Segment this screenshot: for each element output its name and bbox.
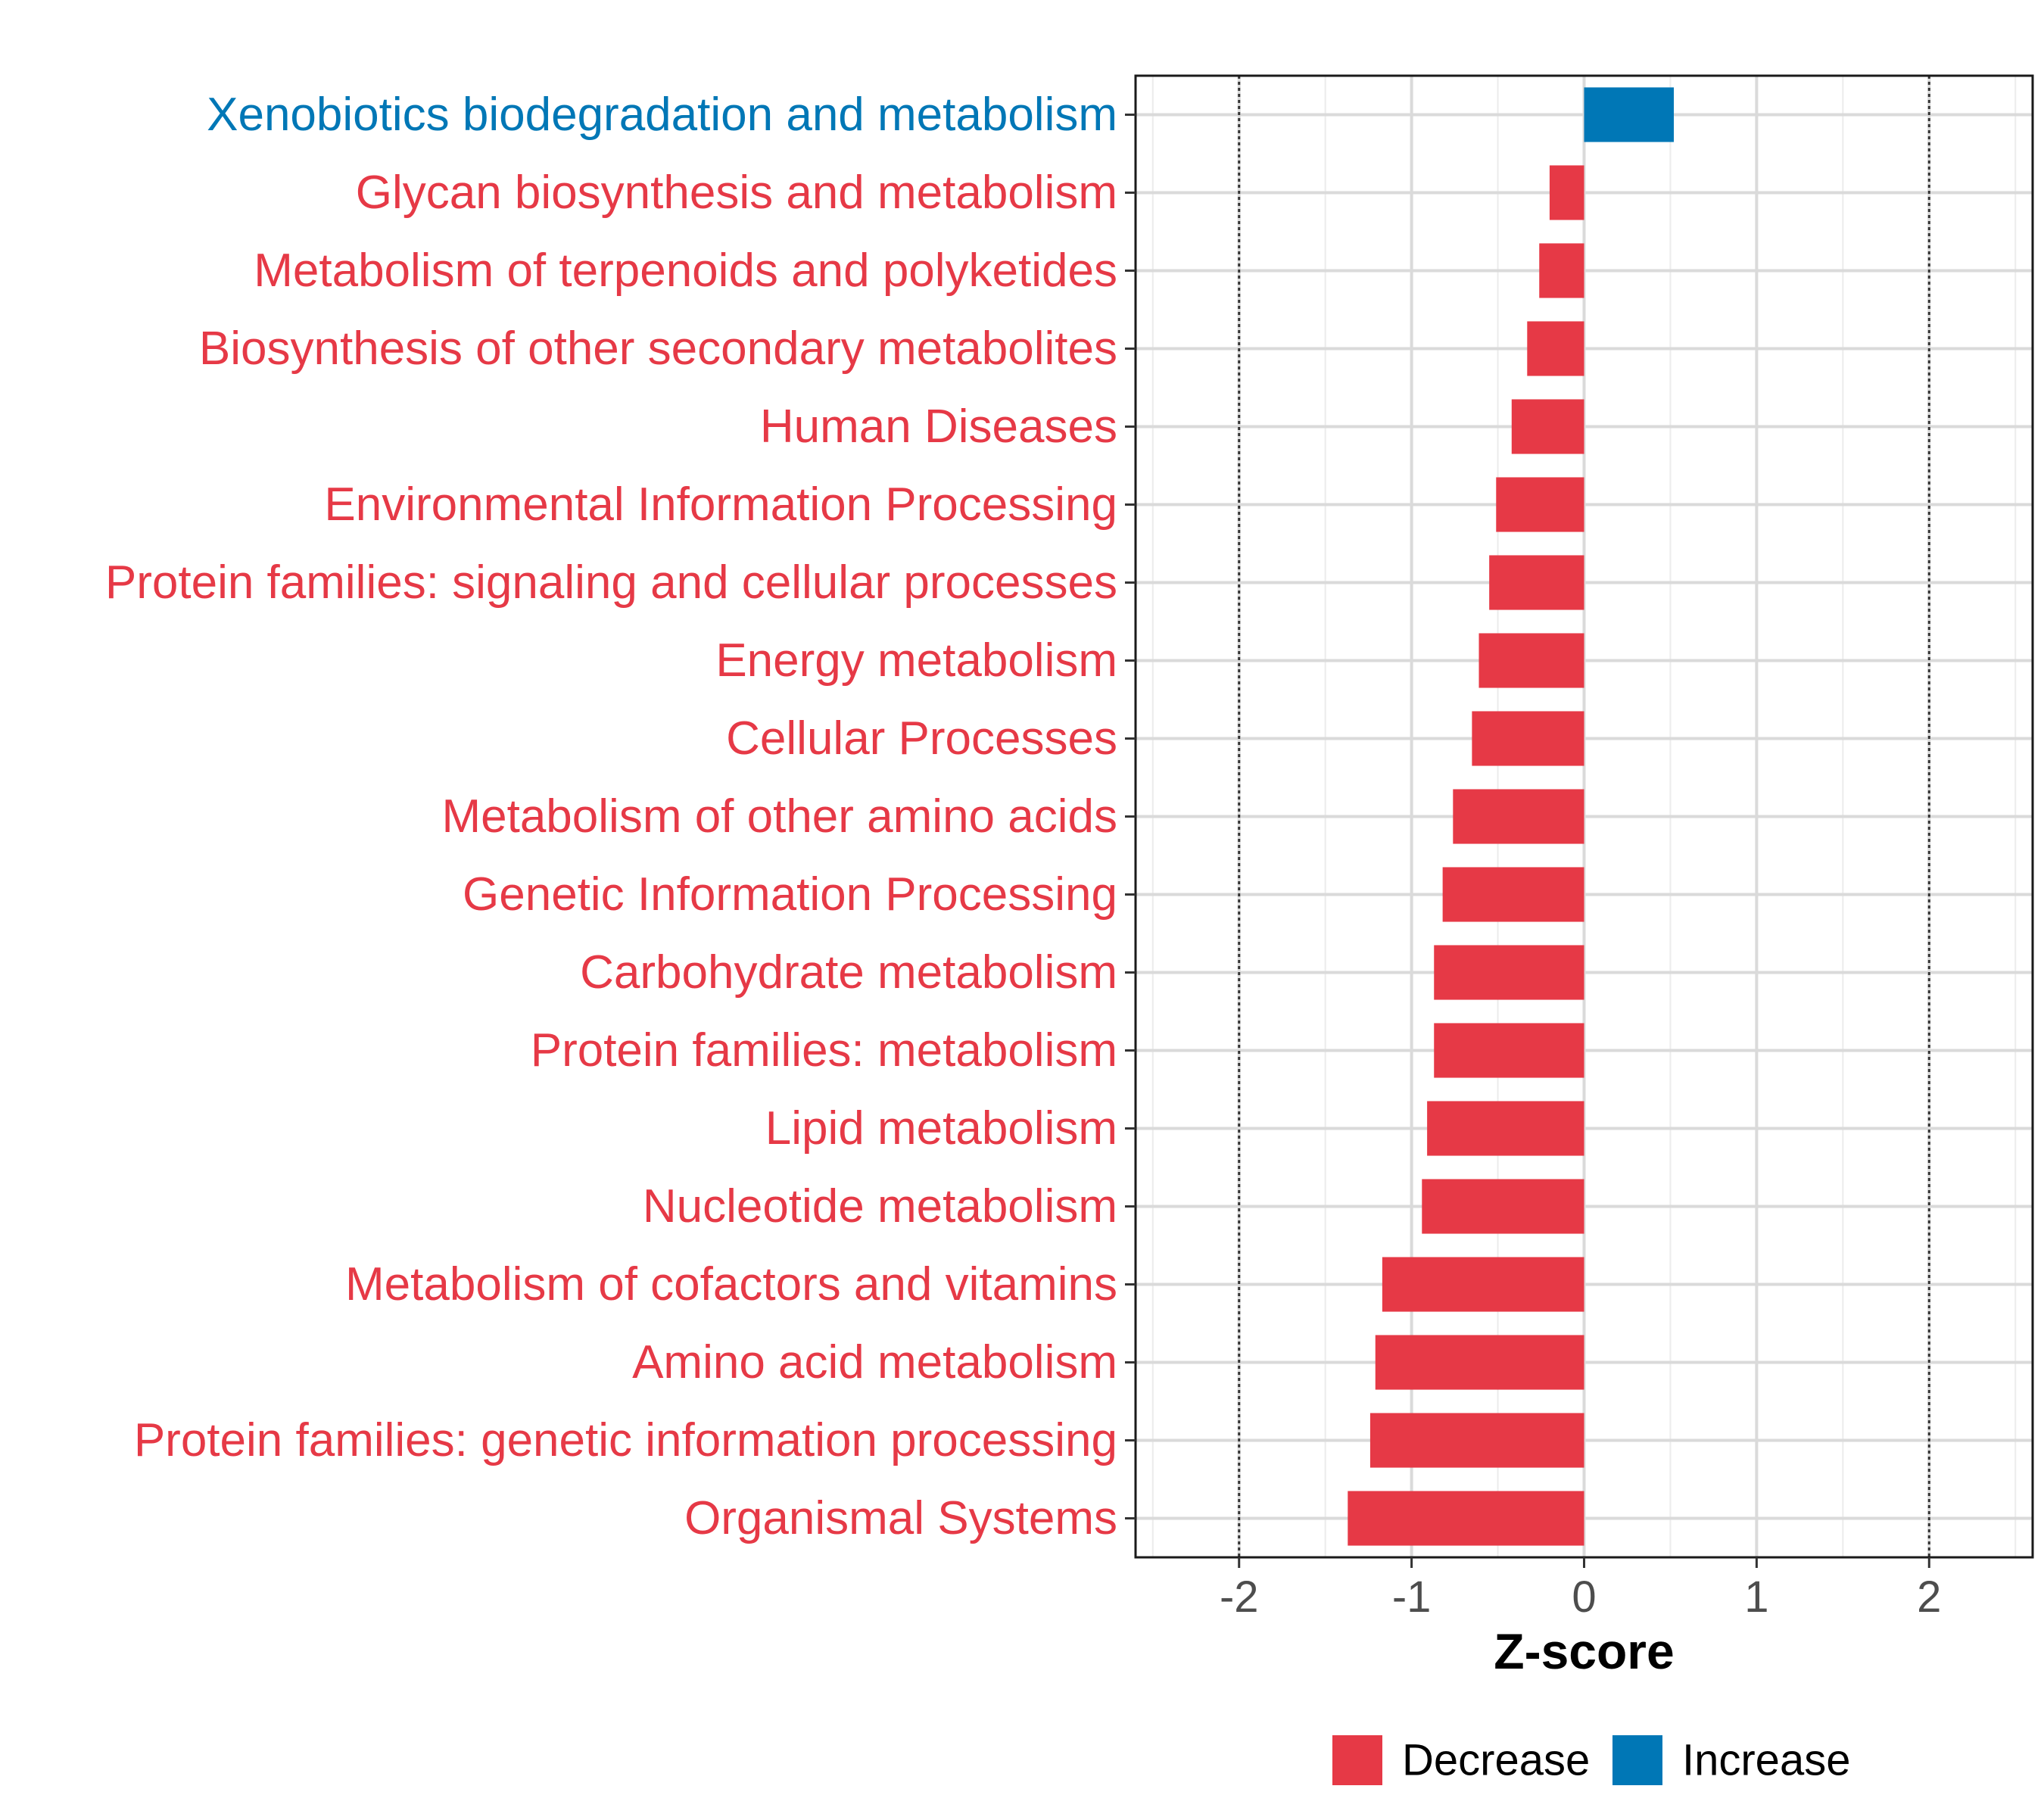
bar (1539, 243, 1584, 298)
category-label: Cellular Processes (726, 712, 1117, 765)
bar (1422, 1179, 1584, 1234)
x-tick-label: 1 (1744, 1572, 1768, 1622)
bar (1375, 1335, 1584, 1390)
category-label: Environmental Information Processing (324, 478, 1117, 531)
category-label: Metabolism of cofactors and vitamins (345, 1258, 1117, 1311)
category-label: Carbohydrate metabolism (580, 946, 1117, 999)
bar (1472, 711, 1584, 766)
category-label: Protein families: genetic information pr… (134, 1414, 1117, 1466)
bar (1527, 321, 1584, 376)
bar (1442, 867, 1584, 922)
x-axis-ticks (1238, 1557, 1930, 1568)
category-label: Human Diseases (760, 400, 1117, 453)
y-axis-labels: Xenobiotics biodegradation and metabolis… (105, 89, 1117, 1544)
category-label: Xenobiotics biodegradation and metabolis… (207, 89, 1117, 141)
bar (1348, 1491, 1584, 1546)
category-label: Metabolism of other amino acids (441, 790, 1117, 843)
reference-lines (1238, 76, 1930, 1557)
bar (1478, 633, 1584, 688)
legend-label-increase: Increase (1682, 1736, 1850, 1785)
bar (1369, 1413, 1584, 1468)
category-label: Organismal Systems (684, 1492, 1117, 1544)
bar (1382, 1257, 1584, 1312)
x-tick-label: 2 (1917, 1572, 1941, 1622)
bar (1489, 555, 1584, 610)
category-label: Amino acid metabolism (632, 1336, 1117, 1388)
x-tick-label: -1 (1392, 1572, 1432, 1622)
x-axis-labels: -2 -1 0 1 2 (1220, 1572, 1941, 1622)
category-label: Energy metabolism (715, 634, 1117, 687)
category-label: Glycan biosynthesis and metabolism (356, 167, 1117, 219)
legend-key-decrease (1332, 1735, 1382, 1785)
category-label: Lipid metabolism (765, 1102, 1117, 1155)
legend: Decrease Increase (1332, 1735, 1850, 1785)
category-label: Protein families: signaling and cellular… (105, 556, 1117, 609)
bar (1453, 789, 1584, 844)
x-tick-label: 0 (1572, 1572, 1596, 1622)
bar (1496, 477, 1584, 532)
bar (1427, 1101, 1584, 1156)
legend-key-increase (1612, 1735, 1662, 1785)
bar (1584, 87, 1674, 142)
bar (1511, 399, 1584, 454)
y-axis-ticks (1125, 114, 1136, 1519)
x-axis-title: Z-score (1494, 1623, 1674, 1679)
category-label: Protein families: metabolism (531, 1024, 1117, 1077)
bar (1434, 1023, 1584, 1078)
x-tick-label: -2 (1220, 1572, 1259, 1622)
category-label: Biosynthesis of other secondary metaboli… (199, 323, 1117, 375)
bar (1549, 165, 1584, 220)
category-label: Genetic Information Processing (463, 868, 1117, 921)
category-label: Nucleotide metabolism (643, 1180, 1117, 1233)
bars (1348, 87, 1674, 1546)
legend-label-decrease: Decrease (1402, 1736, 1590, 1785)
category-label: Metabolism of terpenoids and polyketides (254, 245, 1117, 297)
bar (1434, 945, 1584, 1000)
